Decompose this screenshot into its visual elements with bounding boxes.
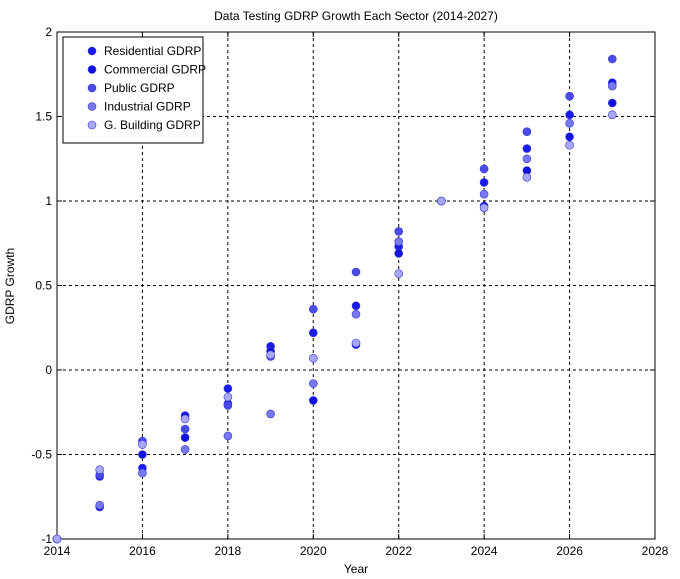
data-point-series-3: [479, 164, 489, 174]
data-point-series-1: [351, 301, 361, 311]
legend: Residential GDRP Commercial GDRP Public GD…: [62, 36, 206, 144]
data-point-series-3: [351, 267, 361, 277]
chart-title: Data Testing GDRP Growth Each Sector (20…: [214, 9, 498, 23]
x-tick-label: 2020: [300, 544, 327, 558]
y-tick-label: 1: [45, 194, 52, 208]
legend-marker: [87, 65, 97, 74]
x-tick-label: 2014: [44, 544, 71, 558]
data-point-series-1: [565, 110, 574, 120]
data-point-series-4: [95, 500, 104, 510]
data-point-series-1: [479, 178, 489, 187]
data-point-series-5: [351, 338, 361, 348]
data-point-series-3: [607, 54, 617, 64]
data-point-series-5: [52, 534, 62, 544]
data-point-series-2: [565, 132, 574, 142]
data-point-series-2: [308, 396, 318, 405]
data-point-series-4: [266, 409, 275, 419]
legend-marker: [87, 83, 97, 93]
legend-box: [62, 36, 204, 144]
data-point-series-3: [522, 127, 532, 136]
data-point-series-5: [95, 465, 104, 475]
y-tick-label: 0.5: [35, 279, 52, 293]
data-point-series-5: [266, 350, 275, 360]
tick-labels: 2014 2016 2018 2020 2022 2024 2026 2028 -1 -0.5 0 0…: [31, 25, 668, 558]
data-point-series-5: [308, 353, 318, 363]
data-point-series-3: [180, 424, 190, 434]
data-point-series-5: [223, 392, 233, 402]
data-point-series-5: [607, 110, 617, 120]
data-point-series-5: [479, 203, 489, 213]
x-tick-label: 2022: [385, 544, 412, 558]
data-point-series-3: [308, 304, 318, 314]
data-point-series-4: [522, 154, 532, 164]
x-axis-label: Year: [344, 562, 368, 574]
y-tick-label: -0.5: [31, 448, 52, 462]
data-point-series-4: [308, 379, 318, 388]
data-point-series-4: [607, 81, 617, 91]
data-point-series-4: [479, 189, 489, 199]
data-point-series-3: [223, 401, 233, 410]
x-tick-label: 2028: [642, 544, 669, 558]
data-point-series-5: [180, 414, 190, 424]
legend-marker: [87, 46, 97, 56]
x-tick-label: 2018: [215, 544, 242, 558]
legend-marker: [87, 102, 97, 111]
x-tick-label: 2016: [129, 544, 156, 558]
y-tick-label: 2: [45, 25, 52, 39]
data-point-series-5: [394, 269, 404, 279]
data-point-series-3: [565, 91, 574, 101]
x-tick-label: 2024: [471, 544, 498, 558]
y-tick-label: -1: [41, 532, 52, 546]
data-point-series-5: [437, 196, 446, 206]
legend-label: Commercial GDRP: [104, 63, 206, 77]
data-point-series-4: [138, 468, 147, 478]
data-point-series-2: [607, 98, 617, 108]
data-point-series-2: [180, 433, 190, 442]
data-point-series-5: [565, 140, 574, 150]
x-tick-label: 2026: [556, 544, 583, 558]
legend-label: G. Building GDRP: [104, 118, 201, 132]
data-point-series-2: [394, 249, 404, 258]
data-point-series-2: [138, 450, 147, 459]
legend-label: Public GDRP: [104, 81, 175, 95]
data-point-series-4: [180, 445, 190, 454]
data-points: [52, 54, 617, 544]
y-tick-label: 1.5: [35, 110, 52, 124]
plot-frame: [56, 31, 656, 540]
data-point-series-4: [223, 431, 233, 441]
y-tick-label: 0: [45, 363, 52, 377]
data-point-series-5: [522, 173, 532, 182]
data-point-series-5: [138, 440, 147, 449]
y-axis-label: GDRP Growth: [3, 248, 17, 324]
data-point-series-4: [351, 309, 361, 319]
legend-marker: [87, 120, 97, 130]
legend-label: Industrial GDRP: [104, 100, 191, 114]
data-point-series-4: [565, 119, 574, 128]
data-point-series-1: [223, 384, 233, 393]
data-point-series-4: [394, 237, 404, 246]
data-point-series-1: [308, 328, 318, 338]
data-point-series-1: [522, 144, 532, 153]
legend-label: Residential GDRP: [104, 44, 201, 58]
data-point-series-3: [394, 227, 404, 236]
